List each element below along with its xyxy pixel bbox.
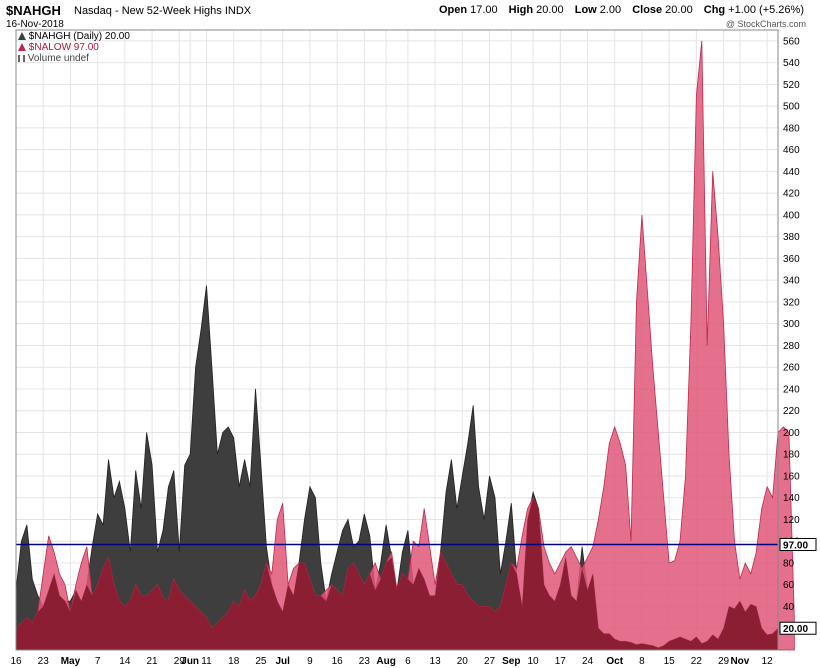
marker-nahgh-label: 20.00	[783, 624, 808, 635]
y-tick-label-14: 300	[783, 319, 800, 330]
legend-icon-nahgh	[18, 32, 26, 41]
open-label: Open	[438, 4, 468, 16]
y-tick-label-26: 540	[783, 58, 800, 69]
y-tick-label-12: 260	[783, 363, 800, 374]
x-tick-label-2: May	[61, 656, 81, 667]
y-tick-label-23: 480	[783, 123, 800, 134]
y-tick-label-5: 120	[783, 515, 800, 526]
x-tick-label-17: 13	[430, 656, 442, 667]
open-value: 17.00	[470, 4, 498, 16]
series-areas	[15, 40, 795, 651]
legend-icon-nalow	[18, 43, 26, 52]
x-tick-label-24: Oct	[606, 656, 623, 667]
plot-frame	[15, 29, 779, 651]
chart-date: 16-Nov-2018	[6, 19, 64, 30]
exchange-text: INDX	[224, 5, 252, 17]
high-label: High	[508, 4, 534, 16]
y-tick-label-3: 80	[783, 558, 795, 569]
marker-nalow-box	[779, 537, 817, 551]
high-value: 20.00	[536, 4, 564, 16]
legend-item-nalow: $NALOW 97.00	[18, 42, 99, 53]
legend-item-nahgh: $NAHGH (Daily) 20.00	[18, 31, 130, 42]
y-tick-label-10: 220	[783, 406, 800, 417]
x-tick-label-25: 8	[639, 656, 645, 667]
x-tick-label-19: 27	[484, 656, 496, 667]
x-tick-label-20: Sep	[502, 656, 520, 667]
x-tick-label-10: 25	[255, 656, 267, 667]
x-tick-label-26: 15	[664, 656, 676, 667]
x-tick-label-12: 9	[307, 656, 313, 667]
x-tick-label-22: 17	[555, 656, 567, 667]
y-tick-label-22: 460	[783, 145, 800, 156]
value-markers: 97.00 20.00	[779, 537, 817, 635]
x-tick-label-0: 16	[10, 656, 22, 667]
y-tick-label-20: 420	[783, 189, 800, 200]
y-tick-label-18: 380	[783, 232, 800, 243]
marker-nahgh-box	[779, 621, 817, 635]
y-tick-label-19: 400	[783, 210, 800, 221]
ticker-description: Nasdaq - New 52-Week Highs INDX	[74, 5, 251, 17]
legend-label-volume: Volume undef	[27, 53, 89, 64]
y-tick-label-9: 200	[783, 428, 800, 439]
ticker-symbol: $NAHGH	[6, 3, 61, 18]
y-tick-label-25: 520	[783, 80, 800, 91]
x-tick-label-21: 10	[528, 656, 540, 667]
y-axis-ticks: 2040608010012014016018020022024026028030…	[783, 36, 800, 634]
marker-nalow-label: 97.00	[783, 540, 808, 551]
x-tick-label-18: 20	[457, 656, 469, 667]
chg-value: +1.00 (+5.26%)	[728, 4, 804, 16]
y-tick-label-16: 340	[783, 276, 800, 287]
watermark: @ StockCharts.com	[725, 19, 806, 29]
x-tick-label-23: 24	[582, 656, 594, 667]
legend-icon-volume	[18, 54, 25, 62]
description-text: Nasdaq - New 52-Week Highs	[74, 5, 222, 17]
y-tick-label-1: 40	[783, 602, 795, 613]
x-tick-label-5: 21	[147, 656, 159, 667]
y-tick-label-13: 280	[783, 341, 800, 352]
y-tick-label-21: 440	[783, 167, 800, 178]
y-tick-label-27: 560	[783, 36, 800, 47]
chg-label: Chg	[703, 4, 726, 16]
x-tick-label-27: 22	[691, 656, 703, 667]
x-tick-label-3: 7	[95, 656, 101, 667]
low-label: Low	[574, 4, 597, 16]
legend-item-volume: Volume undef	[18, 53, 89, 64]
x-tick-label-9: 18	[228, 656, 240, 667]
x-tick-label-16: 6	[405, 656, 411, 667]
x-tick-label-6: 29	[174, 656, 186, 667]
low-value: 2.00	[599, 4, 622, 16]
x-tick-label-11: Jul	[275, 656, 290, 667]
x-tick-label-13: 16	[332, 656, 344, 667]
y-tick-label-2: 60	[783, 580, 795, 591]
x-tick-label-14: 23	[359, 656, 371, 667]
y-tick-label-17: 360	[783, 254, 800, 265]
x-tick-label-15: Aug	[376, 656, 395, 667]
x-tick-label-28: 29	[718, 656, 730, 667]
close-value: 20.00	[665, 4, 693, 16]
legend-label-nalow: $NALOW 97.00	[28, 42, 99, 53]
y-tick-label-11: 240	[783, 384, 800, 395]
x-tick-label-1: 23	[38, 656, 50, 667]
x-tick-label-8: 11	[201, 656, 212, 667]
ohlc-readout: Open 17.00 High 20.00 Low 2.00 Close 20.00 C…	[439, 4, 804, 16]
y-tick-label-15: 320	[783, 297, 800, 308]
x-tick-label-30: 12	[762, 656, 774, 667]
y-tick-label-6: 140	[783, 493, 800, 504]
x-tick-label-7: Jun	[181, 656, 199, 667]
y-tick-label-24: 500	[783, 102, 800, 113]
y-tick-label-8: 180	[783, 450, 800, 461]
close-label: Close	[632, 4, 663, 16]
x-tick-label-29: Nov	[730, 656, 749, 667]
y-tick-label-7: 160	[783, 471, 800, 482]
legend-label-nahgh: $NAHGH (Daily) 20.00	[28, 31, 130, 42]
x-tick-label-4: 14	[119, 656, 131, 667]
area-overlap	[16, 497, 778, 650]
